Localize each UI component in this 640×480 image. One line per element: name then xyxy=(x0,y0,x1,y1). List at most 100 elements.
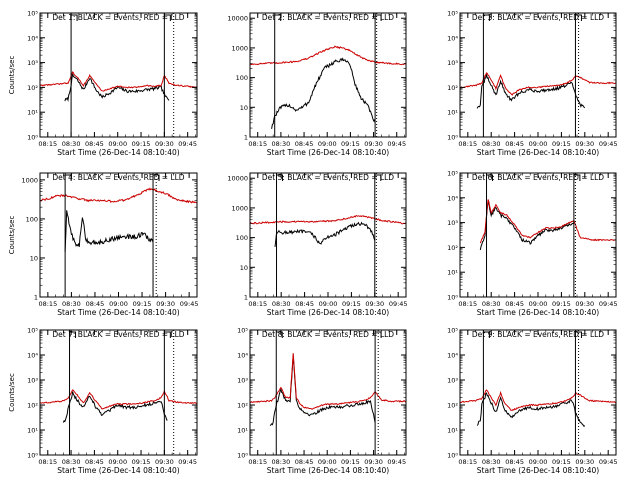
x-tick-label: 08:45 xyxy=(295,140,314,148)
time-marker-flag xyxy=(575,331,582,338)
x-tick-label: 08:15 xyxy=(458,140,477,148)
lld-series-line xyxy=(460,389,616,411)
x-tick-label: 08:15 xyxy=(248,458,267,466)
y-tick-label: 10⁰ xyxy=(447,452,458,460)
x-tick-label: 08:30 xyxy=(272,300,291,308)
x-tick-label: 09:15 xyxy=(132,458,151,466)
x-tick-label: 09:30 xyxy=(575,140,594,148)
time-marker-flag xyxy=(483,331,490,338)
x-tick-label: 09:15 xyxy=(342,300,361,308)
events-series-line xyxy=(271,57,376,129)
x-tick-label: 08:45 xyxy=(295,300,314,308)
chart-panel-4: 1 10 100 1000 08:15 08:30 08:45 09:00 09:15 09:30… xyxy=(8,172,199,317)
y-tick-label: 10¹ xyxy=(237,427,248,435)
x-tick-label: 09:30 xyxy=(364,458,383,466)
chart-panel-8: 10⁰ 10¹ 10² 10³ 10⁴ 10⁵ 08:15 08:30 08:45 09:00 09… xyxy=(237,327,407,475)
y-tick-label: 10³ xyxy=(27,59,38,67)
x-tick-label: 09:45 xyxy=(387,458,406,466)
time-marker-flag xyxy=(276,174,284,181)
x-tick-label: 09:15 xyxy=(341,140,360,148)
y-tick-label: 10³ xyxy=(447,219,458,227)
y-axis-label: Counts/sec xyxy=(8,216,16,255)
x-axis-label: Start Time (26-Dec-14 08:10:40) xyxy=(267,148,389,157)
x-tick-label: 09:45 xyxy=(599,458,618,466)
events-series-line xyxy=(476,74,586,109)
y-tick-label: 10⁰ xyxy=(447,294,458,302)
x-tick-label: 08:45 xyxy=(505,458,524,466)
y-tick-label: 1000 xyxy=(21,176,38,184)
x-axis-label: Start Time (26-Dec-14 08:10:40) xyxy=(477,466,599,475)
y-tick-label: 10³ xyxy=(237,377,248,385)
x-tick-label: 08:15 xyxy=(38,458,57,466)
chart-panel-7: 10⁰ 10¹ 10² 10³ 10⁴ 10⁵ 08:15 08:30 08:45 09:00 09… xyxy=(8,327,198,475)
x-tick-label: 08:30 xyxy=(272,140,291,148)
y-tick-label: 10 xyxy=(240,264,248,272)
y-tick-label: 10 xyxy=(30,254,38,262)
time-marker-flag xyxy=(486,174,494,181)
y-tick-label: 1 xyxy=(34,294,38,302)
x-tick-label: 09:45 xyxy=(387,140,406,148)
lld-series-line xyxy=(479,199,616,244)
lld-series-line xyxy=(40,389,197,410)
x-tick-label: 09:00 xyxy=(529,458,548,466)
plot-frame xyxy=(39,329,198,456)
x-tick-label: 09:15 xyxy=(552,140,571,148)
y-tick-label: 10² xyxy=(447,244,458,252)
time-marker-flag xyxy=(374,174,382,181)
y-tick-label: 10³ xyxy=(447,59,458,67)
x-tick-label: 09:00 xyxy=(529,140,548,148)
x-tick-label: 08:30 xyxy=(272,458,291,466)
y-tick-label: 10000 xyxy=(227,175,248,183)
x-axis-label: Start Time (26-Dec-14 08:10:40) xyxy=(57,148,179,157)
y-tick-label: 10⁵ xyxy=(27,327,38,335)
lld-series-line xyxy=(460,72,616,96)
x-tick-label: 08:30 xyxy=(482,300,501,308)
chart-title: Det 7: BLACK = Events, RED = LLD xyxy=(52,330,184,339)
x-tick-label: 09:15 xyxy=(133,300,152,308)
x-tick-label: 09:30 xyxy=(575,458,594,466)
chart-title: Det 5: BLACK = Events, RED = LLD xyxy=(262,173,394,182)
x-tick-label: 09:30 xyxy=(364,140,383,148)
lld-series-line xyxy=(250,45,406,66)
x-axis-label: Start Time (26-Dec-14 08:10:40) xyxy=(267,466,389,475)
x-tick-label: 08:30 xyxy=(482,140,501,148)
lld-series-line xyxy=(40,187,197,204)
x-tick-label: 08:30 xyxy=(482,458,501,466)
y-tick-label: 10⁵ xyxy=(447,327,458,335)
lld-series-line xyxy=(40,71,197,92)
events-series-line xyxy=(479,199,575,251)
x-tick-label: 08:30 xyxy=(62,140,81,148)
x-axis-label: Start Time (26-Dec-14 08:10:40) xyxy=(267,308,389,317)
chart-title: Det 1: BLACK = Events, RED = LLD xyxy=(52,13,184,22)
x-tick-label: 08:15 xyxy=(38,300,57,308)
time-marker-flag xyxy=(164,14,171,21)
x-tick-label: 08:30 xyxy=(62,300,81,308)
x-tick-label: 09:30 xyxy=(365,300,384,308)
x-tick-label: 09:00 xyxy=(108,140,127,148)
x-tick-label: 08:15 xyxy=(248,300,267,308)
y-tick-label: 10⁵ xyxy=(447,170,458,178)
y-tick-label: 10² xyxy=(237,402,248,410)
y-tick-label: 10000 xyxy=(227,15,248,23)
y-tick-label: 10² xyxy=(27,84,38,92)
x-tick-label: 09:45 xyxy=(599,300,618,308)
y-tick-label: 10⁴ xyxy=(27,34,38,42)
chart-panel-6: 10⁰ 10¹ 10² 10³ 10⁴ 10⁵ 08:15 08:30 08:45 09:00 09… xyxy=(447,170,617,318)
x-axis-label: Start Time (26-Dec-14 08:10:40) xyxy=(477,148,599,157)
y-tick-label: 10⁴ xyxy=(447,352,458,360)
x-tick-label: 09:15 xyxy=(552,458,571,466)
y-tick-label: 10² xyxy=(27,402,38,410)
y-tick-label: 10 xyxy=(240,104,248,112)
x-tick-label: 09:00 xyxy=(318,140,337,148)
x-axis-label: Start Time (26-Dec-14 08:10:40) xyxy=(477,308,599,317)
x-tick-label: 08:45 xyxy=(295,458,314,466)
y-tick-label: 100 xyxy=(26,215,38,223)
plot-frame xyxy=(249,329,407,456)
time-marker-flag xyxy=(276,331,283,338)
y-tick-label: 10¹ xyxy=(27,427,38,435)
chart-panel-1: 10⁰ 10¹ 10² 10³ 10⁴ 10⁵ 08:15 08:30 08:45 09:00 09… xyxy=(8,10,198,157)
x-tick-label: 09:30 xyxy=(155,458,174,466)
events-series-line xyxy=(274,221,376,247)
events-series-line xyxy=(64,210,154,252)
